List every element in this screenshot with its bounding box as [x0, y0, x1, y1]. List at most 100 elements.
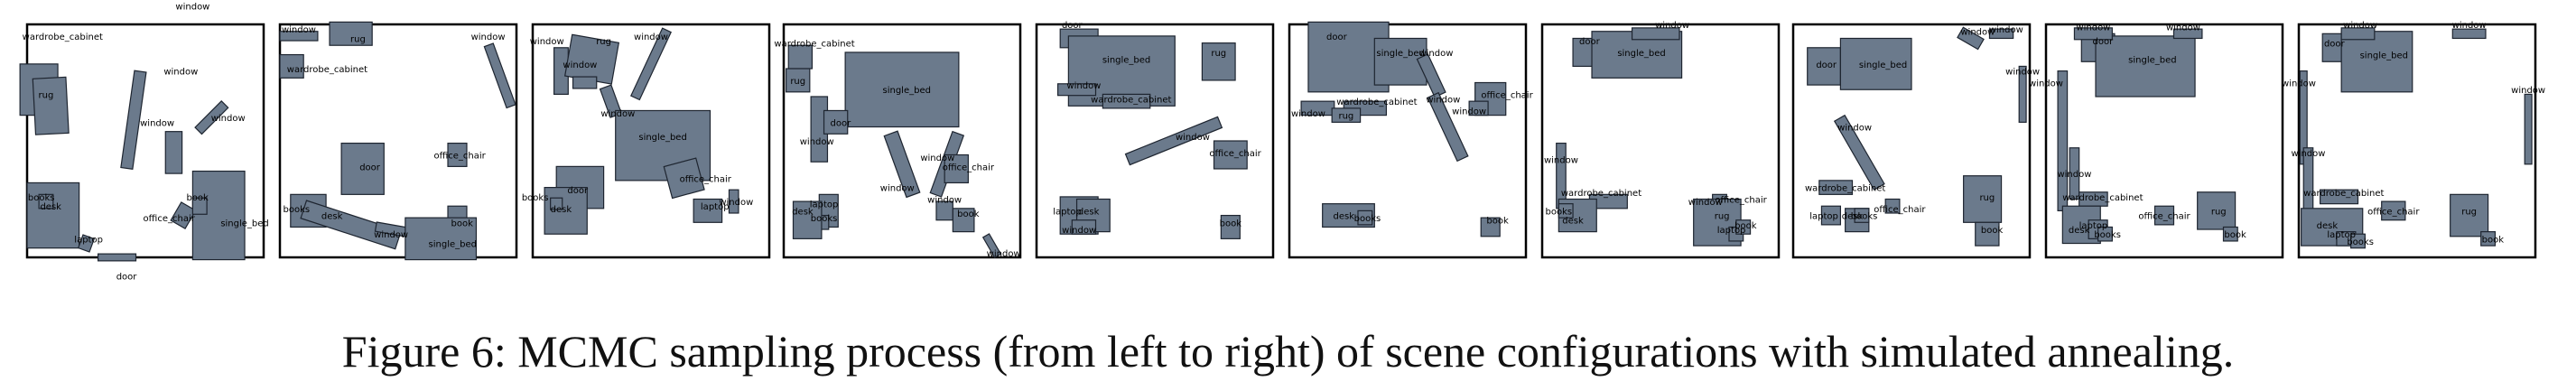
object-label-books: books	[1354, 214, 1381, 224]
object-rug	[1331, 107, 1362, 123]
object-office-chair	[447, 142, 468, 167]
object-label-door: door	[831, 118, 852, 128]
object-wardrobe-cabinet	[1102, 93, 1151, 109]
object-window	[728, 189, 739, 214]
object-desk	[792, 200, 823, 239]
object-book	[1220, 214, 1241, 239]
object-label-book: book	[1486, 217, 1509, 227]
object-label-window: window	[1837, 124, 1872, 134]
object-label-window: window	[634, 33, 668, 42]
object-label-wardrobe-cabinet: wardrobe_cabinet	[1091, 96, 1171, 106]
object-label-rug: rug	[596, 37, 611, 47]
object-window	[279, 31, 319, 42]
object-laptop	[693, 198, 723, 223]
object-label-books: books	[284, 205, 311, 215]
object-label-window: window	[719, 198, 753, 208]
scene-panel-6: doorsingle_bedwindowwindowwardrobe_cabin…	[1288, 21, 1534, 259]
object-label-door: door	[1062, 21, 1083, 31]
object-label-window: window	[563, 61, 597, 70]
object-label-window: window	[927, 196, 962, 206]
object-label-window: window	[1062, 226, 1096, 236]
object-label-window: window	[987, 249, 1021, 259]
object-window	[981, 233, 1002, 259]
object-rug	[32, 76, 70, 135]
object-window	[2524, 93, 2533, 165]
object-window	[120, 70, 147, 171]
object-label-window: window	[1291, 109, 1325, 119]
object-book	[191, 197, 208, 215]
object-door	[1807, 47, 1841, 86]
object-label-desk: desk	[2317, 221, 2339, 231]
object-label-single-bed: single_bed	[1102, 56, 1150, 66]
object-window	[883, 130, 921, 199]
object-books	[2097, 226, 2113, 242]
object-label-single-bed: single_bed	[2128, 56, 2176, 66]
object-window	[2057, 70, 2069, 212]
object-label-window: window	[1176, 133, 1210, 143]
object-label-rug: rug	[2461, 207, 2477, 217]
object-label-desk: desk	[1334, 212, 1355, 222]
object-label-window: window	[140, 118, 174, 128]
object-window	[2073, 27, 2113, 41]
object-window	[1988, 28, 2014, 40]
object-single-bed	[2095, 35, 2196, 98]
object-label-rug: rug	[350, 34, 366, 44]
object-label-desk: desk	[1842, 212, 1864, 222]
object-label-office-chair: office_chair	[433, 151, 486, 161]
object-label-rug: rug	[790, 77, 805, 87]
object-label-window: window	[1426, 96, 1460, 106]
object-label-book: book	[957, 209, 980, 219]
object-book	[2480, 231, 2497, 247]
object-label-laptop: laptop	[1053, 207, 1082, 217]
object-window	[572, 76, 598, 89]
object-door	[823, 109, 849, 135]
object-label-wardrobe-cabinet: wardrobe_cabinet	[1336, 98, 1417, 107]
panels-row: wardrobe_cabinetrugwindowwindowwindowsin…	[19, 2, 2545, 283]
object-label-books: books	[522, 193, 549, 203]
object-rug	[329, 21, 373, 46]
object-label-wardrobe-cabinet: wardrobe_cabinet	[2303, 189, 2384, 199]
object-label-window: window	[282, 25, 316, 35]
object-label-laptop: laptop	[1717, 226, 1746, 236]
object-label-wardrobe-cabinet: wardrobe_cabinet	[2062, 193, 2143, 203]
object-label-desk: desk	[792, 207, 814, 217]
scene-panel-7: doorsingle_bedwindowwindowwardrobe_cabin…	[1540, 21, 1781, 259]
object-door	[340, 142, 385, 195]
object-label-book: book	[451, 219, 474, 228]
object-label-window: window	[880, 184, 915, 194]
object-label-window: window	[1418, 49, 1453, 59]
object-label-rug: rug	[1715, 212, 1730, 222]
object-label-window: window	[2511, 86, 2545, 96]
object-label-window: window	[2452, 21, 2487, 31]
object-wardrobe-cabinet	[2319, 189, 2359, 205]
object-label-rug: rug	[1338, 112, 1353, 122]
object-window	[194, 100, 229, 135]
object-label-book: book	[1981, 226, 2004, 236]
object-office-chair	[2381, 200, 2406, 221]
object-label-desk: desk	[321, 212, 343, 222]
object-label-books: books	[2347, 237, 2374, 247]
scene-panel-5: doorsingle_bedrugwindowwardrobe_cabinetw…	[1035, 21, 1275, 259]
object-window	[2172, 28, 2203, 40]
object-label-door: door	[567, 186, 589, 196]
object-label-window: window	[1688, 198, 1723, 208]
object-label-rug: rug	[2211, 207, 2227, 217]
object-label-window: window	[374, 230, 408, 240]
object-label-book: book	[1220, 219, 1242, 228]
object-window	[2340, 27, 2376, 41]
figure-caption: Figure 6: MCMC sampling process (from le…	[341, 326, 2235, 377]
object-label-window: window	[1655, 21, 1689, 31]
object-single-bed	[1839, 37, 1912, 90]
object-window	[2069, 147, 2080, 200]
object-books	[38, 193, 54, 209]
object-label-books: books	[2094, 230, 2121, 240]
object-label-window: window	[800, 137, 834, 147]
object-label-window: window	[600, 109, 635, 119]
object-label-single-bed: single_bed	[429, 240, 477, 250]
object-label-window: window	[175, 2, 209, 12]
object-window	[630, 27, 672, 101]
object-window	[2451, 28, 2487, 40]
object-window	[1071, 219, 1097, 235]
